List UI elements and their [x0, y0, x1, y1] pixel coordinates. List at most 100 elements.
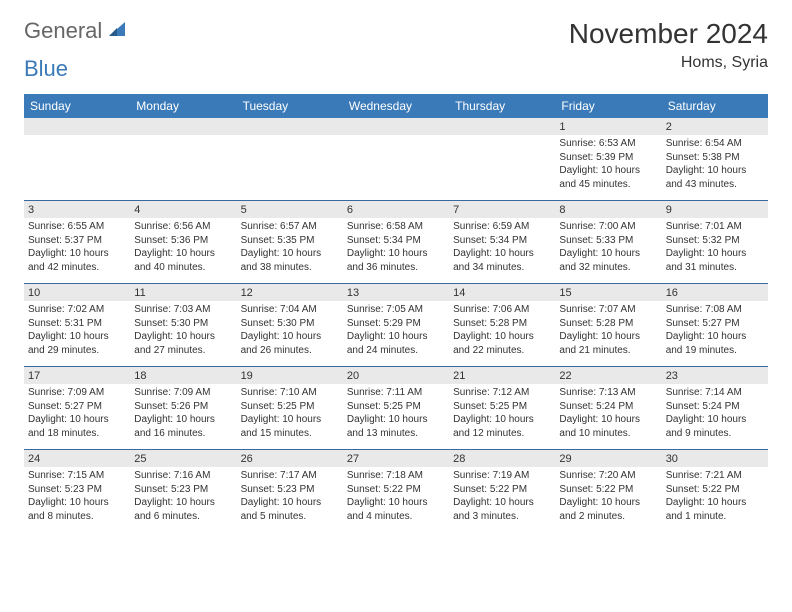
cell-sunrise: Sunrise: 7:15 AM: [28, 469, 126, 483]
cell-daylight: Daylight: 10 hours and 45 minutes.: [559, 164, 657, 191]
cell-daynum: 27: [343, 450, 449, 467]
calendar-cell: 12 Sunrise: 7:04 AMSunset: 5:30 PMDayligh…: [237, 284, 343, 366]
cell-daynum: 7: [449, 201, 555, 218]
dayname-tue: Tuesday: [237, 94, 343, 118]
cell-body: Sunrise: 6:59 AMSunset: 5:34 PMDaylight:…: [449, 220, 555, 274]
cell-daylight: Daylight: 10 hours and 26 minutes.: [241, 330, 339, 357]
cell-body: Sunrise: 6:58 AMSunset: 5:34 PMDaylight:…: [343, 220, 449, 274]
calendar-cell: 10Sunrise: 7:02 AMSunset: 5:31 PMDayligh…: [24, 284, 130, 366]
cell-body: Sunrise: 7:01 AMSunset: 5:32 PMDaylight:…: [662, 220, 768, 274]
cell-daylight: Daylight: 10 hours and 4 minutes.: [347, 496, 445, 523]
cell-body: Sunrise: 7:21 AMSunset: 5:22 PMDaylight:…: [662, 469, 768, 523]
cell-daylight: Daylight: 10 hours and 12 minutes.: [453, 413, 551, 440]
cell-body: Sunrise: 7:04 AMSunset: 5:30 PMDaylight:…: [237, 303, 343, 357]
cell-sunset: Sunset: 5:24 PM: [559, 400, 657, 414]
cell-body: Sunrise: 7:20 AMSunset: 5:22 PMDaylight:…: [555, 469, 661, 523]
calendar-cell: 30Sunrise: 7:21 AMSunset: 5:22 PMDayligh…: [662, 450, 768, 532]
dayname-thu: Thursday: [449, 94, 555, 118]
cell-daynum: 26: [237, 450, 343, 467]
cell-sunset: Sunset: 5:26 PM: [134, 400, 232, 414]
dayname-mon: Monday: [130, 94, 236, 118]
cell-daynum: 23: [662, 367, 768, 384]
cell-daylight: Daylight: 10 hours and 6 minutes.: [134, 496, 232, 523]
cell-daynum: 5: [237, 201, 343, 218]
cell-body: Sunrise: 7:15 AMSunset: 5:23 PMDaylight:…: [24, 469, 130, 523]
calendar-cell: 1Sunrise: 6:53 AMSunset: 5:39 PMDaylight…: [555, 118, 661, 200]
cell-sunset: Sunset: 5:23 PM: [134, 483, 232, 497]
cell-daynum: [449, 118, 555, 135]
cell-sunrise: Sunrise: 6:58 AM: [347, 220, 445, 234]
cell-sunrise: Sunrise: 6:55 AM: [28, 220, 126, 234]
cell-body: Sunrise: 7:03 AMSunset: 5:30 PMDaylight:…: [130, 303, 236, 357]
cell-sunrise: Sunrise: 7:05 AM: [347, 303, 445, 317]
dayname-sat: Saturday: [662, 94, 768, 118]
cell-daynum: [237, 118, 343, 135]
calendar-cell: 6 Sunrise: 6:58 AMSunset: 5:34 PMDaylight…: [343, 201, 449, 283]
cell-body: Sunrise: 7:14 AMSunset: 5:24 PMDaylight:…: [662, 386, 768, 440]
calendar-week: 17Sunrise: 7:09 AMSunset: 5:27 PMDayligh…: [24, 367, 768, 450]
cell-daylight: Daylight: 10 hours and 16 minutes.: [134, 413, 232, 440]
cell-daynum: 4: [130, 201, 236, 218]
cell-sunset: Sunset: 5:22 PM: [453, 483, 551, 497]
cell-daynum: 9: [662, 201, 768, 218]
cell-daylight: Daylight: 10 hours and 3 minutes.: [453, 496, 551, 523]
cell-sunrise: Sunrise: 6:57 AM: [241, 220, 339, 234]
cell-daynum: 17: [24, 367, 130, 384]
cell-daynum: 11: [130, 284, 236, 301]
cell-daynum: 6: [343, 201, 449, 218]
calendar-week: 1Sunrise: 6:53 AMSunset: 5:39 PMDaylight…: [24, 118, 768, 201]
cell-sunset: Sunset: 5:23 PM: [28, 483, 126, 497]
calendar-cell: [343, 118, 449, 200]
cell-body: Sunrise: 6:53 AMSunset: 5:39 PMDaylight:…: [555, 137, 661, 191]
cell-daylight: Daylight: 10 hours and 8 minutes.: [28, 496, 126, 523]
cell-sunrise: Sunrise: 7:07 AM: [559, 303, 657, 317]
cell-sunset: Sunset: 5:22 PM: [666, 483, 764, 497]
logo-sail-icon: [107, 20, 127, 43]
calendar-cell: 27Sunrise: 7:18 AMSunset: 5:22 PMDayligh…: [343, 450, 449, 532]
dayname-fri: Friday: [555, 94, 661, 118]
calendar-cell: 2Sunrise: 6:54 AMSunset: 5:38 PMDaylight…: [662, 118, 768, 200]
cell-body: Sunrise: 6:56 AMSunset: 5:36 PMDaylight:…: [130, 220, 236, 274]
cell-daynum: 24: [24, 450, 130, 467]
cell-daylight: Daylight: 10 hours and 22 minutes.: [453, 330, 551, 357]
cell-daylight: Daylight: 10 hours and 1 minute.: [666, 496, 764, 523]
cell-daylight: Daylight: 10 hours and 36 minutes.: [347, 247, 445, 274]
cell-sunrise: Sunrise: 7:16 AM: [134, 469, 232, 483]
logo-text-general: General: [24, 18, 102, 44]
cell-daylight: Daylight: 10 hours and 34 minutes.: [453, 247, 551, 274]
cell-sunrise: Sunrise: 7:17 AM: [241, 469, 339, 483]
cell-daynum: 22: [555, 367, 661, 384]
cell-daynum: 2: [662, 118, 768, 135]
cell-sunset: Sunset: 5:32 PM: [666, 234, 764, 248]
cell-body: Sunrise: 7:06 AMSunset: 5:28 PMDaylight:…: [449, 303, 555, 357]
cell-daynum: 8: [555, 201, 661, 218]
calendar-cell: [24, 118, 130, 200]
cell-daynum: 19: [237, 367, 343, 384]
calendar-cell: 16Sunrise: 7:08 AMSunset: 5:27 PMDayligh…: [662, 284, 768, 366]
cell-body: Sunrise: 7:02 AMSunset: 5:31 PMDaylight:…: [24, 303, 130, 357]
cell-daynum: 12: [237, 284, 343, 301]
cell-sunrise: Sunrise: 7:06 AM: [453, 303, 551, 317]
cell-daylight: Daylight: 10 hours and 9 minutes.: [666, 413, 764, 440]
logo: General: [24, 18, 129, 44]
calendar-cell: 24 Sunrise: 7:15 AMSunset: 5:23 PMDayligh…: [24, 450, 130, 532]
cell-daylight: Daylight: 10 hours and 18 minutes.: [28, 413, 126, 440]
calendar-weeks: 1Sunrise: 6:53 AMSunset: 5:39 PMDaylight…: [24, 118, 768, 532]
calendar-week: 10Sunrise: 7:02 AMSunset: 5:31 PMDayligh…: [24, 284, 768, 367]
cell-daylight: Daylight: 10 hours and 31 minutes.: [666, 247, 764, 274]
cell-body: Sunrise: 7:13 AMSunset: 5:24 PMDaylight:…: [555, 386, 661, 440]
cell-sunset: Sunset: 5:34 PM: [453, 234, 551, 248]
cell-sunrise: Sunrise: 6:59 AM: [453, 220, 551, 234]
cell-daylight: Daylight: 10 hours and 43 minutes.: [666, 164, 764, 191]
cell-body: Sunrise: 7:11 AMSunset: 5:25 PMDaylight:…: [343, 386, 449, 440]
cell-daynum: 14: [449, 284, 555, 301]
calendar-cell: 7 Sunrise: 6:59 AMSunset: 5:34 PMDaylight…: [449, 201, 555, 283]
cell-daynum: 15: [555, 284, 661, 301]
cell-body: Sunrise: 7:08 AMSunset: 5:27 PMDaylight:…: [662, 303, 768, 357]
calendar-cell: 15Sunrise: 7:07 AMSunset: 5:28 PMDayligh…: [555, 284, 661, 366]
cell-sunrise: Sunrise: 7:00 AM: [559, 220, 657, 234]
cell-daynum: 29: [555, 450, 661, 467]
calendar-cell: 18Sunrise: 7:09 AMSunset: 5:26 PMDayligh…: [130, 367, 236, 449]
cell-sunrise: Sunrise: 7:04 AM: [241, 303, 339, 317]
calendar-cell: 22 Sunrise: 7:13 AMSunset: 5:24 PMDayligh…: [555, 367, 661, 449]
